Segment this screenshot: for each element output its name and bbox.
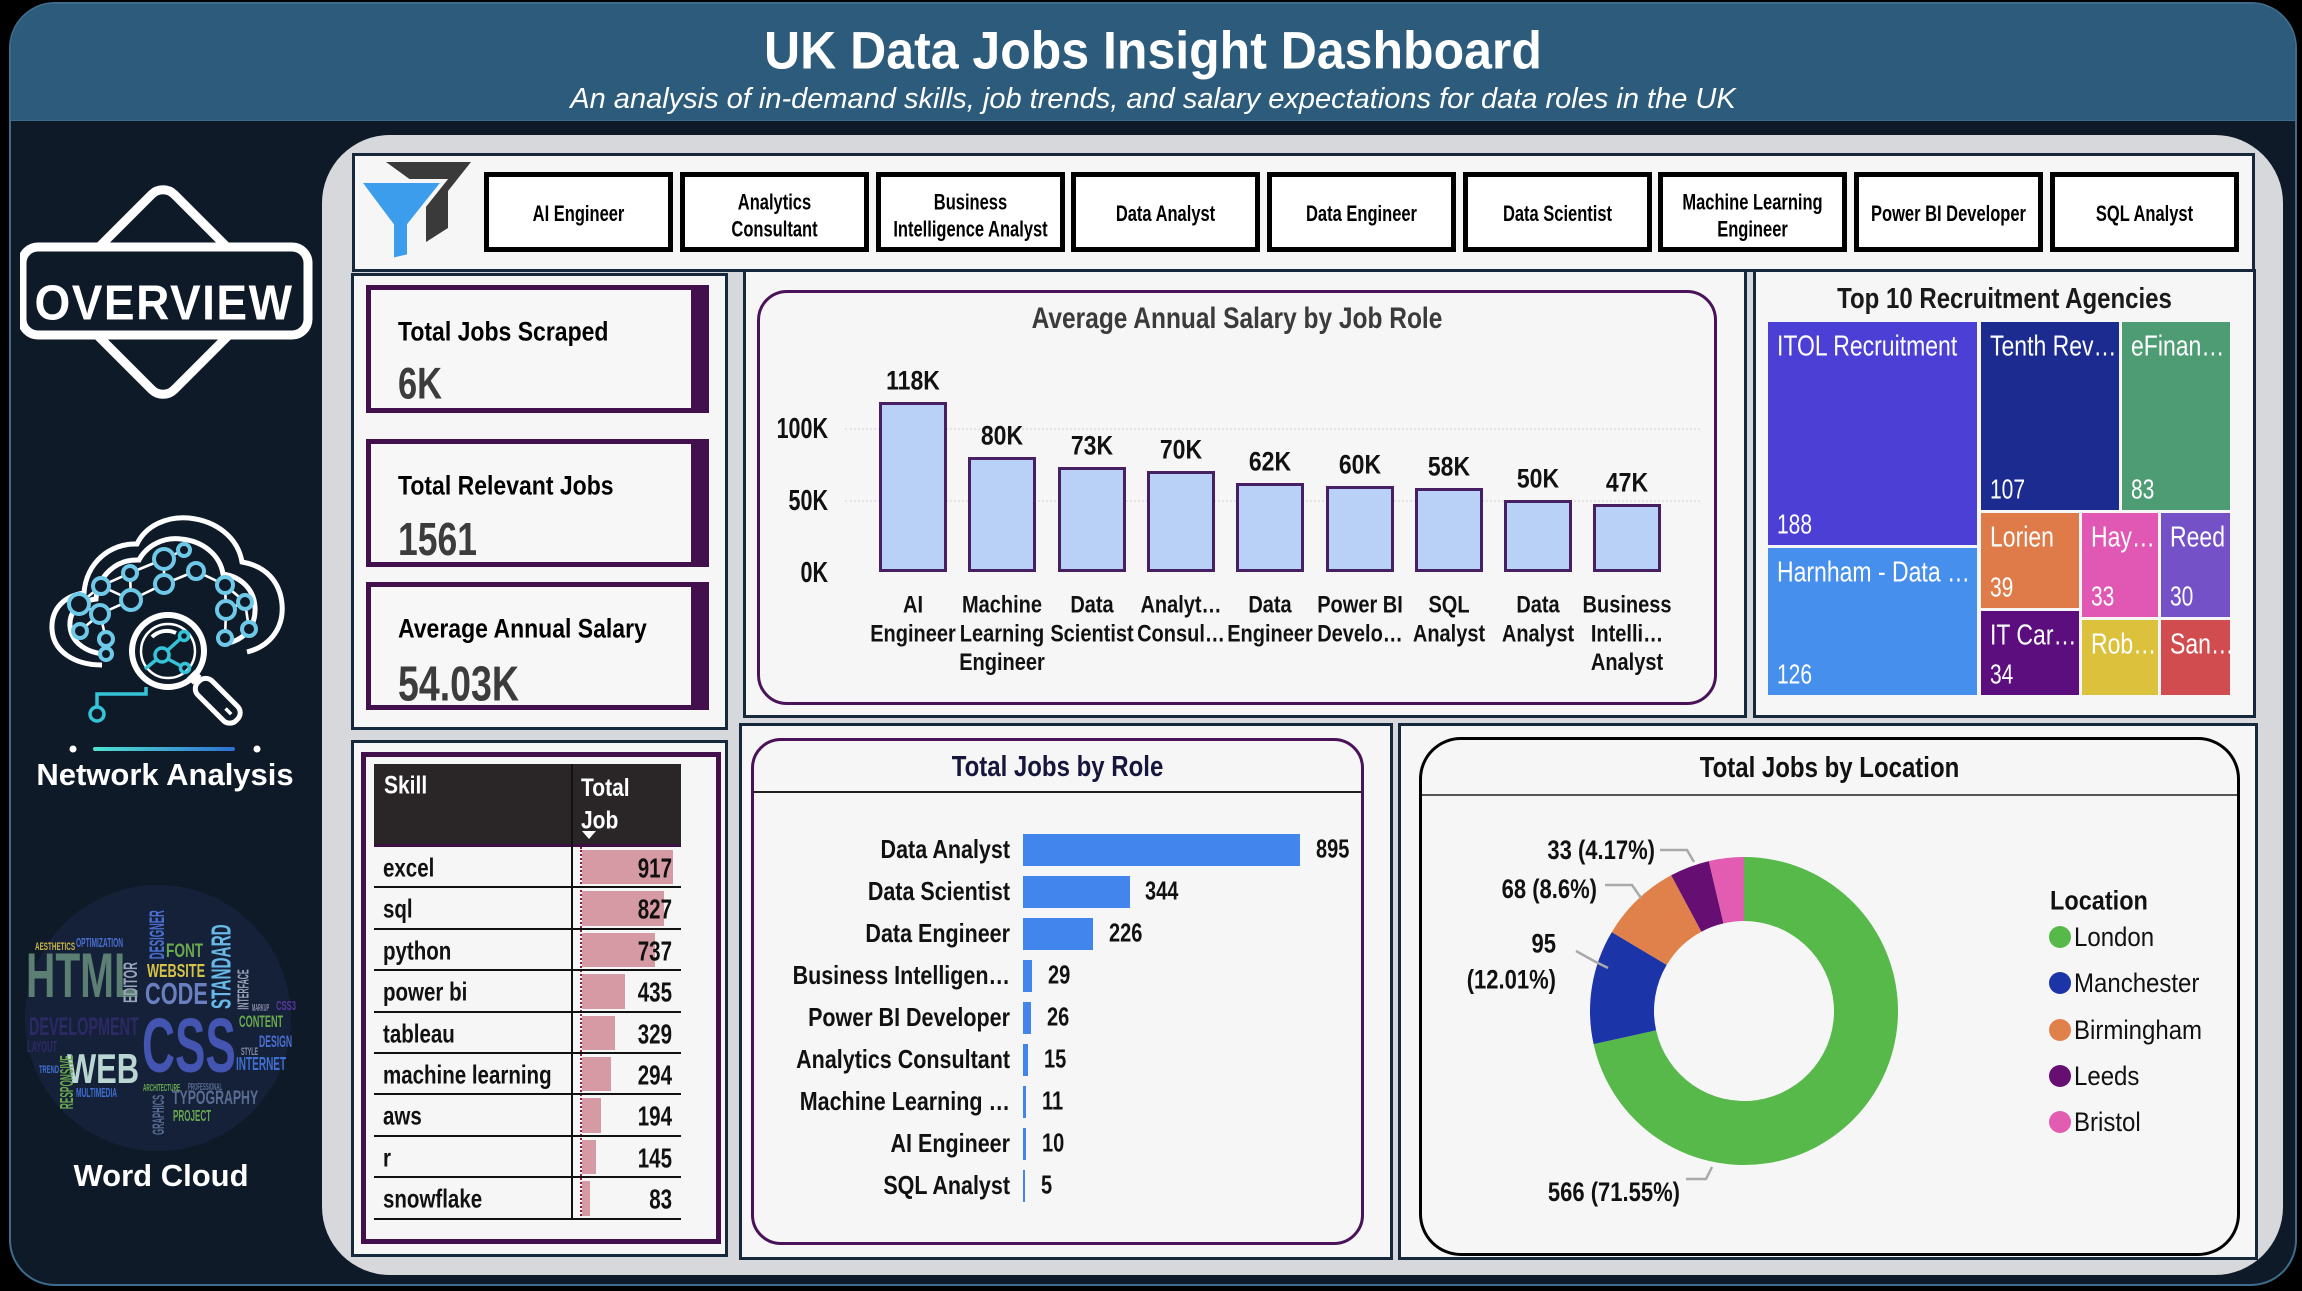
svg-text:OVERVIEW: OVERVIEW: [34, 276, 293, 331]
